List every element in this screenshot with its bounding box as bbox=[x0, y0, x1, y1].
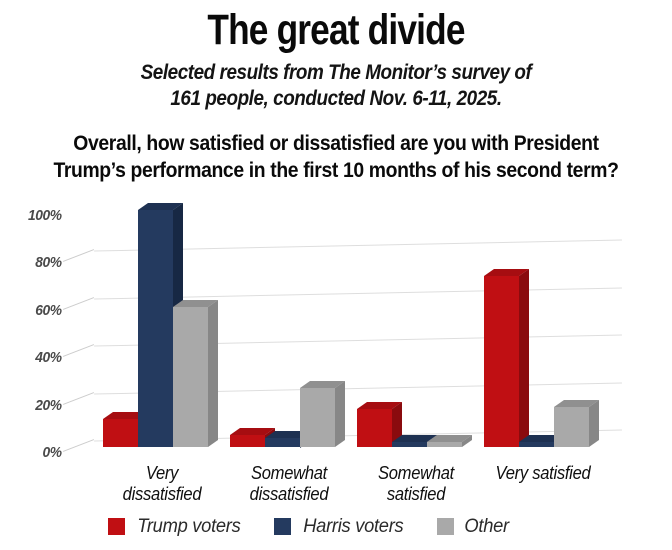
bar-trump-voters-very-satisfied bbox=[484, 276, 519, 447]
chart: 0% 20% 40% 60% 80% 100% Very dissatisfied Somew… bbox=[0, 197, 672, 509]
y-axis-label-40: 40% bbox=[35, 349, 62, 367]
legend-item-other: Other bbox=[436, 515, 510, 538]
legend-item-harris-voters: Harris voters bbox=[273, 515, 407, 538]
subtitle-line-1: Selected results from The Monitor’s surv… bbox=[140, 61, 532, 84]
subtitle: Selected results from The Monitor’s surv… bbox=[34, 60, 639, 112]
legend-swatch-other bbox=[436, 518, 454, 535]
grid-tick-80 bbox=[62, 249, 95, 263]
bar-trump-voters-very-dissatisfied bbox=[103, 418, 138, 447]
legend-label-other: Other bbox=[463, 515, 509, 537]
survey-question: Overall, how satisfied or dissatisfied a… bbox=[34, 130, 639, 184]
y-axis-label-20: 20% bbox=[35, 396, 62, 414]
bar-harris-voters-very-dissatisfied bbox=[138, 210, 173, 447]
category-label-somewhat-satisfied: Somewhat satisfied bbox=[377, 463, 455, 504]
category-label-somewhat-dissatisfied: Somewhat dissatisfied bbox=[249, 463, 329, 504]
subtitle-line-2: 161 people, conducted Nov. 6-11, 2025. bbox=[170, 87, 502, 110]
grid-tick-20 bbox=[62, 391, 95, 405]
y-axis-label-100: 100% bbox=[28, 207, 62, 224]
legend-label-harris-voters: Harris voters bbox=[303, 515, 404, 537]
bar-other-somewhat-satisfied bbox=[427, 442, 462, 447]
grid-tick-40 bbox=[62, 344, 95, 358]
category-label-very-satisfied: Very satisfied bbox=[495, 463, 591, 483]
bar-other-somewhat-dissatisfied bbox=[300, 387, 335, 448]
y-axis-label-60: 60% bbox=[35, 301, 62, 319]
bar-trump-voters-very-satisfied-side bbox=[519, 269, 529, 447]
bar-harris-voters-somewhat-satisfied bbox=[392, 442, 427, 447]
bar-trump-voters-somewhat-dissatisfied bbox=[230, 435, 265, 448]
legend-swatch-trump-voters bbox=[108, 518, 126, 535]
legend-item-trump-voters: Trump voters bbox=[108, 515, 244, 538]
y-axis-label-0: 0% bbox=[42, 444, 62, 461]
category-label-very-dissatisfied: Very dissatisfied bbox=[122, 463, 202, 504]
bar-other-very-dissatisfied bbox=[173, 307, 208, 447]
legend-label-trump-voters: Trump voters bbox=[137, 515, 241, 537]
page-title: The great divide bbox=[207, 6, 465, 54]
bar-harris-voters-somewhat-dissatisfied bbox=[265, 437, 300, 447]
grid-tick-60 bbox=[62, 296, 95, 310]
grid-tick-0 bbox=[62, 439, 95, 452]
y-axis-label-80: 80% bbox=[35, 254, 62, 272]
bar-harris-voters-very-satisfied bbox=[519, 442, 554, 447]
bar-trump-voters-somewhat-satisfied bbox=[357, 409, 392, 447]
bar-other-very-dissatisfied-side bbox=[208, 300, 218, 447]
chart-legend: Trump voters Harris voters Other bbox=[0, 515, 618, 538]
bar-other-very-satisfied-side bbox=[589, 399, 599, 447]
question-line-2: Trump’s performance in the first 10 mont… bbox=[53, 158, 619, 182]
bar-other-somewhat-dissatisfied-side bbox=[335, 380, 345, 448]
question-line-1: Overall, how satisfied or dissatisfied a… bbox=[73, 131, 599, 155]
bar-other-very-satisfied bbox=[554, 406, 589, 447]
legend-swatch-harris-voters bbox=[273, 518, 291, 535]
